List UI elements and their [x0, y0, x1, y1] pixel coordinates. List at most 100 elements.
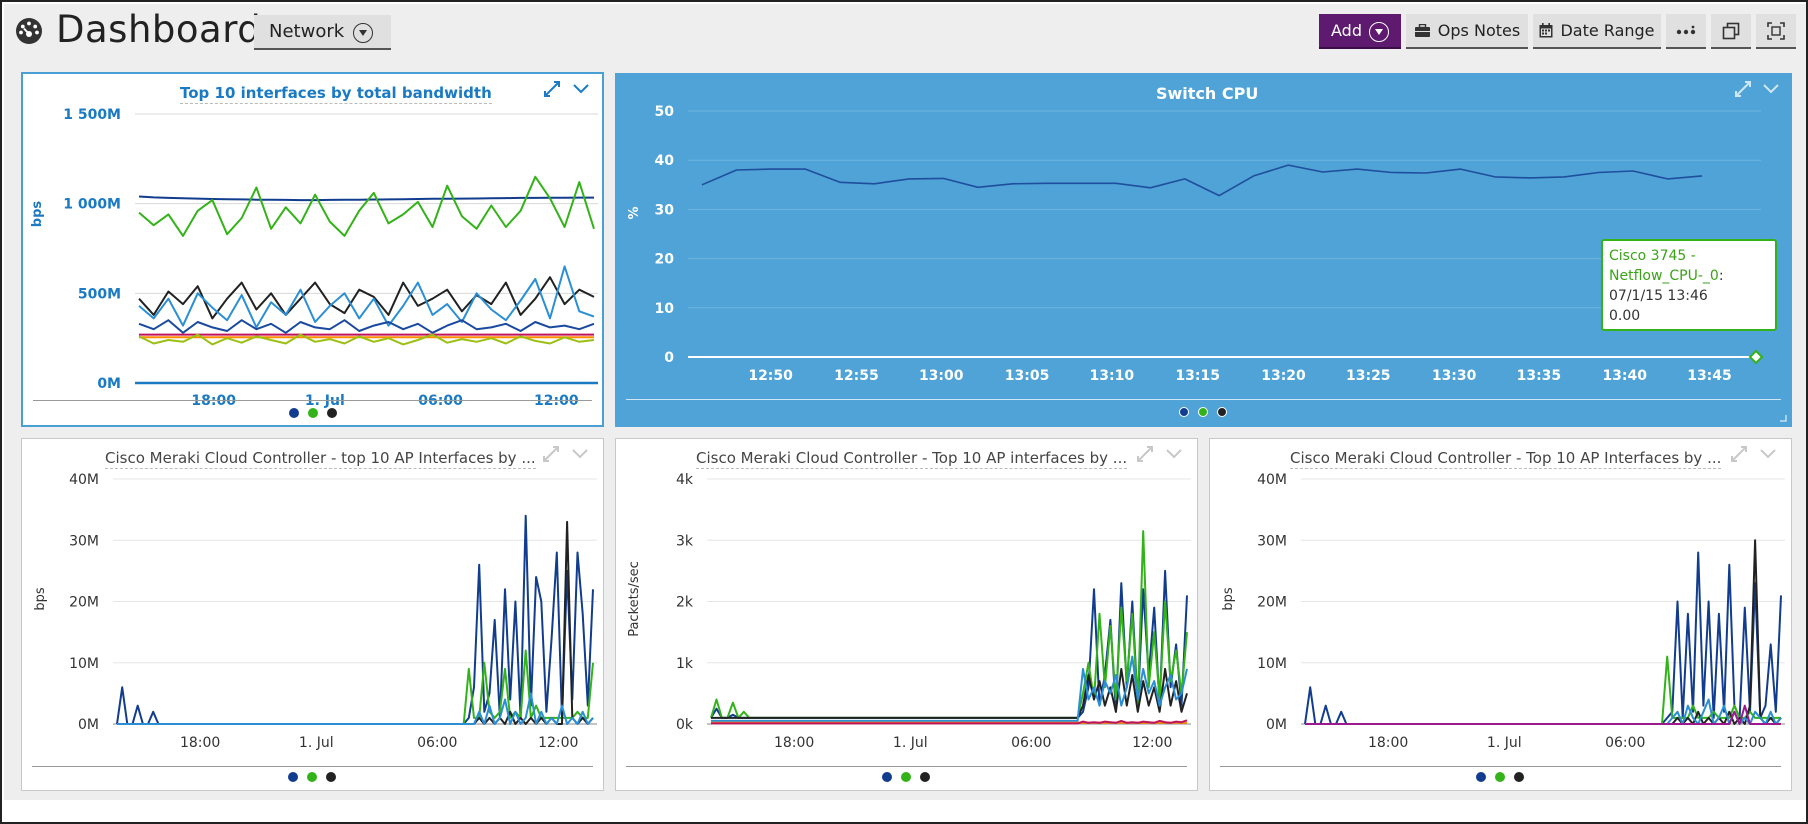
switch-cpu-widget[interactable]: Switch CPU 0 10 20 30 40 50 12:50 12:55 13:00 13:…: [615, 73, 1792, 427]
calendar-icon: [1539, 23, 1553, 38]
widget-title[interactable]: Cisco Meraki Cloud Controller - Top 10 A…: [1290, 449, 1722, 469]
x-tick-label: 06:00: [1011, 735, 1051, 751]
legend-dot-black[interactable]: [327, 408, 337, 418]
meraki-bps-widget-2[interactable]: Cisco Meraki Cloud Controller - Top 10 A…: [1209, 438, 1792, 791]
x-tick-label: 06:00: [1605, 735, 1645, 751]
fullscreen-button[interactable]: [1756, 14, 1796, 49]
legend-dot-black[interactable]: [1514, 772, 1524, 782]
series-line-s3: [711, 667, 1188, 719]
meraki-packets-chart: 0k 1k 2k 3k 4k 18:00 1. Jul 06:00 12:00 Packets/s…: [627, 472, 1191, 751]
x-tick-label: 12:55: [834, 368, 879, 384]
legend-dot-green[interactable]: [308, 408, 318, 418]
date-range-button[interactable]: Date Range: [1533, 14, 1661, 49]
x-tick-label: 12:00: [534, 393, 579, 409]
y-axis-label: bps: [1221, 587, 1236, 611]
ops-notes-label: Ops Notes: [1437, 21, 1521, 40]
expand-icon[interactable]: [1136, 445, 1154, 463]
chart-legend: [1179, 407, 1227, 417]
dashboard-group-dropdown[interactable]: Network: [254, 15, 391, 50]
legend-dot-green[interactable]: [901, 772, 911, 782]
chevron-down-icon[interactable]: [1762, 80, 1780, 98]
legend-dot-black[interactable]: [1217, 407, 1227, 417]
more-options-button[interactable]: [1666, 14, 1706, 49]
y-tick-label: 3k: [676, 533, 694, 549]
y-tick-label: 0k: [676, 717, 694, 733]
chevron-down-icon[interactable]: [572, 80, 590, 98]
legend-dot-black[interactable]: [326, 772, 336, 782]
expand-icon[interactable]: [1730, 445, 1748, 463]
expand-icon[interactable]: [542, 445, 560, 463]
y-tick-label: 40M: [69, 472, 99, 488]
series-line-switch-cpu: [701, 164, 1703, 197]
y-tick-label: 1 000M: [63, 197, 121, 213]
expand-icon[interactable]: [1734, 80, 1752, 98]
legend-dot-navy[interactable]: [1476, 772, 1486, 782]
widget-title[interactable]: Cisco Meraki Cloud Controller - top 10 A…: [105, 449, 536, 469]
legend-dot-navy[interactable]: [882, 772, 892, 782]
meraki-bps-widget[interactable]: Cisco Meraki Cloud Controller - top 10 A…: [21, 438, 604, 791]
y-tick-label: 0M: [1266, 717, 1287, 733]
page-title: Dashboard:: [56, 8, 275, 51]
chevron-down-icon[interactable]: [1165, 445, 1183, 463]
resize-handle-icon[interactable]: [1780, 415, 1787, 422]
legend-dot-navy[interactable]: [1179, 407, 1189, 417]
x-tick-label: 1. Jul: [893, 735, 928, 751]
expand-icon[interactable]: [543, 80, 561, 98]
y-tick-label: 30: [655, 202, 675, 218]
widget-title[interactable]: Top 10 interfaces by total bandwidth: [180, 84, 492, 104]
y-tick-label: 1k: [676, 656, 694, 672]
clone-dashboard-button[interactable]: [1711, 14, 1751, 49]
divider: [626, 766, 1187, 767]
y-tick-label: 500M: [78, 286, 121, 302]
y-tick-label: 1 500M: [63, 107, 121, 123]
widget-title[interactable]: Cisco Meraki Cloud Controller - Top 10 A…: [696, 449, 1128, 469]
chart-legend: [1476, 772, 1524, 782]
add-button-label: Add: [1331, 21, 1362, 40]
x-tick-label: 13:10: [1090, 368, 1135, 384]
y-tick-label: 40: [655, 153, 675, 169]
legend-dot-black[interactable]: [920, 772, 930, 782]
legend-dot-green[interactable]: [1495, 772, 1505, 782]
legend-dot-green[interactable]: [1198, 407, 1208, 417]
legend-dot-navy[interactable]: [288, 772, 298, 782]
x-tick-label: 13:30: [1432, 368, 1477, 384]
series-line-s6: [711, 719, 1188, 725]
legend-dot-green[interactable]: [307, 772, 317, 782]
tooltip-value: 0.00: [1609, 308, 1641, 324]
chevron-down-icon: [1368, 22, 1389, 42]
bandwidth-widget[interactable]: Top 10 interfaces by total bandwidth 0M 5…: [21, 72, 604, 427]
x-tick-label: 12:00: [1132, 735, 1172, 751]
meraki-packets-widget[interactable]: Cisco Meraki Cloud Controller - Top 10 A…: [615, 438, 1198, 791]
series-line-s3: [138, 276, 595, 320]
y-axis-label: bps: [30, 201, 45, 228]
x-tick-label: 18:00: [1368, 735, 1408, 751]
y-tick-label: 0M: [97, 376, 121, 392]
y-tick-label: 4k: [676, 472, 694, 488]
dots-icon: [1676, 25, 1696, 34]
series-line-s1: [1304, 551, 1782, 725]
ops-notes-button[interactable]: Ops Notes: [1406, 14, 1528, 49]
legend-dot-navy[interactable]: [289, 408, 299, 418]
y-axis-label: Packets/sec: [627, 561, 642, 637]
widget-title[interactable]: Switch CPU: [1156, 84, 1259, 103]
chevron-down-icon: [353, 23, 374, 43]
series-line-s8: [138, 333, 595, 346]
x-tick-label: 13:05: [1005, 368, 1050, 384]
tooltip-series: Cisco 3745 - Netflow_CPU-_0:: [1609, 248, 1724, 284]
series-line-s2: [1305, 655, 1781, 725]
copy-icon: [1722, 22, 1740, 39]
series-line-s2: [138, 175, 595, 237]
tooltip-time: 07/1/15 13:46: [1609, 288, 1708, 304]
chevron-down-icon[interactable]: [571, 445, 589, 463]
x-tick-label: 1. Jul: [1487, 735, 1522, 751]
add-button[interactable]: Add: [1319, 14, 1401, 49]
meraki-bps-chart: 0M 10M 20M 30M 40M 18:00 1. Jul 06:00 12:00 bps: [33, 472, 597, 751]
date-range-label: Date Range: [1560, 21, 1655, 40]
briefcase-icon: [1414, 23, 1430, 37]
y-tick-label: 0: [664, 350, 674, 366]
chevron-down-icon[interactable]: [1759, 445, 1777, 463]
series-line-s5: [1305, 704, 1781, 725]
x-tick-label: 13:35: [1517, 368, 1562, 384]
x-tick-label: 13:20: [1261, 368, 1306, 384]
series-line-s4: [117, 692, 594, 725]
